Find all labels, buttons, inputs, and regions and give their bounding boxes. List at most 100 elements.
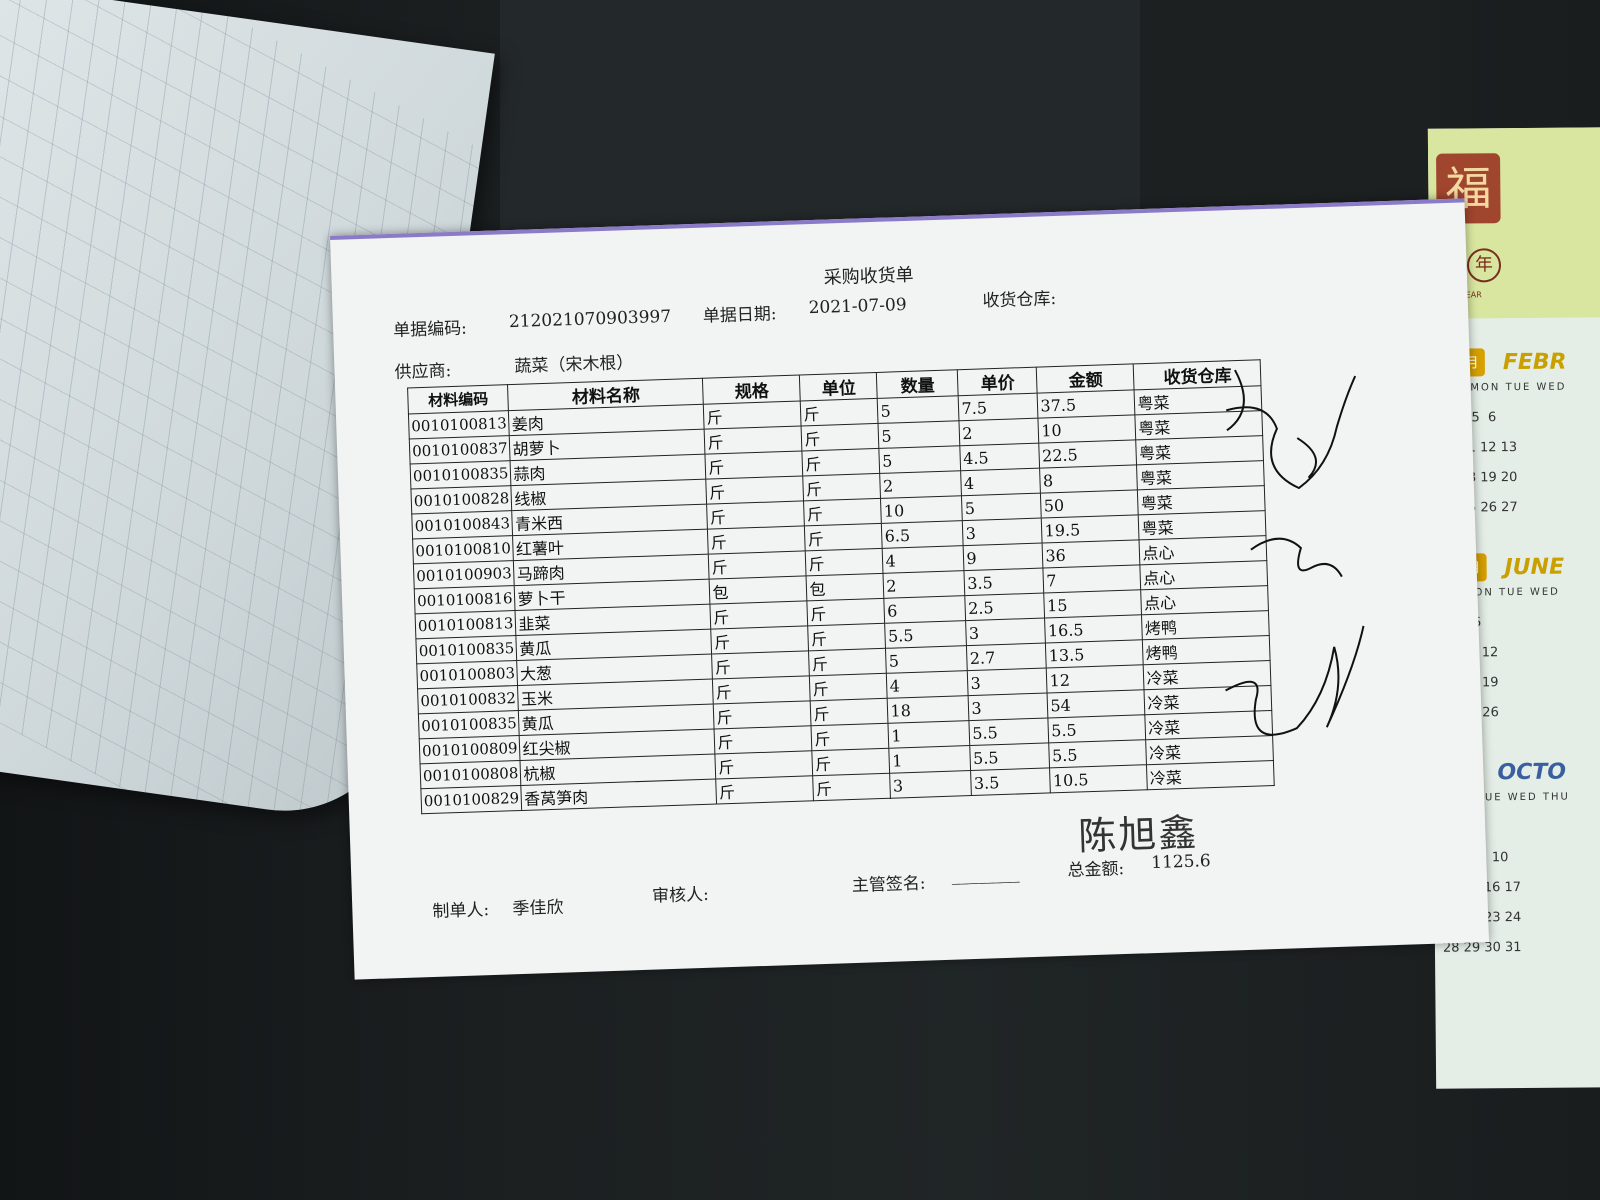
cell-unit: 斤: [808, 648, 887, 676]
cell-material-code: 0010100837: [409, 435, 511, 464]
cell-unit-price: 3: [962, 518, 1043, 546]
column-header: 单价: [957, 367, 1038, 396]
cell-amount: 54: [1047, 689, 1146, 718]
cell-material-code: 0010100816: [414, 585, 516, 614]
cell-amount: 22.5: [1039, 439, 1137, 469]
cell-spec: 斤: [710, 600, 809, 630]
cell-amount: 16.5: [1044, 614, 1143, 643]
cell-material-code: 0010100903: [413, 560, 515, 589]
supervisor-signature-line: ________: [951, 863, 1020, 886]
cell-spec: 斤: [708, 550, 807, 580]
column-header: 金额: [1036, 363, 1135, 394]
cell-amount: 7: [1043, 564, 1142, 594]
cell-unit: 斤: [803, 473, 881, 501]
cell-spec: 斤: [707, 500, 805, 530]
cell-quantity: 2: [880, 470, 962, 499]
cell-unit-price: 2.5: [965, 593, 1045, 621]
cell-spec: 斤: [707, 525, 806, 555]
reviewer-label: 审核人:: [651, 884, 710, 907]
cell-unit-price: 9: [963, 543, 1044, 571]
cell-spec: 斤: [714, 725, 813, 755]
cell-unit-price: 3: [966, 618, 1046, 646]
cell-material-code: 0010100808: [420, 760, 522, 789]
cell-amount: 50: [1040, 489, 1139, 519]
cell-spec: 斤: [716, 775, 814, 804]
maker-label: 制单人:: [432, 900, 490, 922]
cell-unit: 斤: [812, 748, 891, 776]
cell-quantity: 6: [884, 595, 967, 624]
cell-quantity: 5: [878, 420, 961, 449]
cell-material-code: 0010100832: [417, 685, 519, 714]
cell-unit-price: 5: [961, 493, 1042, 521]
doc-code: 212021070903997: [508, 306, 672, 333]
cell-quantity: 1: [888, 720, 971, 749]
cell-spec: 斤: [703, 400, 802, 430]
cell-quantity: 5.5: [885, 620, 967, 649]
cell-unit: 斤: [804, 523, 883, 551]
maker: 季佳欣: [512, 897, 564, 920]
cell-spec: 斤: [705, 450, 804, 480]
supervisor-label: 主管签名:: [851, 873, 926, 897]
year-char: 年: [1466, 248, 1502, 283]
cell-quantity: 4: [886, 670, 969, 699]
doc-code-label: 单据编码:: [392, 318, 468, 341]
cell-spec: 斤: [712, 650, 810, 680]
cell-unit: 斤: [810, 698, 889, 726]
column-header: 单位: [799, 372, 878, 401]
date-label: 单据日期:: [702, 304, 777, 327]
cell-unit: 斤: [803, 498, 882, 526]
cell-quantity: 2: [883, 570, 966, 599]
cell-material-code: 0010100813: [408, 410, 510, 439]
cell-unit-price: 3.5: [971, 767, 1051, 796]
warehouse-label: 收货仓库:: [982, 288, 1057, 312]
cell-unit: 斤: [802, 448, 881, 476]
cell-spec: 斤: [711, 625, 809, 655]
cell-amount: 10.5: [1049, 764, 1148, 793]
cell-unit-price: 2: [959, 418, 1040, 446]
month-name: JUNE: [1504, 554, 1565, 580]
cell-quantity: 5: [877, 395, 960, 424]
cell-unit-price: 4: [961, 468, 1041, 496]
cell-material-code: 0010100835: [418, 710, 520, 739]
handwritten-signatures: [1225, 369, 1365, 736]
month-name: OCTO: [1497, 759, 1567, 785]
dark-board-right: [1140, 0, 1440, 230]
cell-unit-price: 3: [968, 692, 1049, 721]
cell-unit-price: 2.7: [966, 642, 1047, 671]
doc-date: 2021-07-09: [808, 294, 907, 319]
cell-spec: 包: [709, 575, 808, 605]
items-table: 材料编码 材料名称 规格 单位 数量 单价 金额 收货仓库 0010100813 姜肉斤斤 5 7.…: [407, 359, 1275, 814]
cell-unit-price: 7.5: [958, 393, 1039, 421]
cell-unit: 斤: [805, 548, 884, 576]
cell-unit: 斤: [807, 598, 886, 626]
cell-unit-price: 3: [967, 667, 1048, 696]
cell-unit-price: 3.5: [964, 568, 1045, 596]
cell-unit-price: 5.5: [970, 742, 1050, 771]
cell-unit: 斤: [801, 423, 880, 451]
total-label: 总金额:: [1067, 859, 1125, 881]
column-header: 规格: [702, 374, 801, 405]
cell-material-code: 0010100843: [411, 510, 513, 539]
column-header: 材料编码: [407, 384, 509, 414]
cell-amount: 5.5: [1049, 739, 1147, 768]
cell-material-code: 0010100810: [412, 535, 514, 564]
cell-amount: 12: [1046, 664, 1145, 693]
cell-material-code: 0010100835: [415, 635, 518, 664]
supplier: 蔬菜（宋木根）: [514, 353, 634, 377]
document-title: 采购收货单: [823, 264, 914, 289]
cell-quantity: 18: [887, 695, 970, 724]
cell-spec: 斤: [712, 675, 811, 705]
cell-amount: 8: [1040, 464, 1138, 494]
cell-unit: 斤: [813, 773, 891, 801]
cell-amount: 10: [1038, 414, 1137, 444]
dark-board: [500, 0, 1140, 230]
cell-unit: 包: [806, 573, 885, 601]
cell-spec: 斤: [715, 750, 814, 779]
cell-unit: 斤: [811, 723, 890, 751]
cell-quantity: 3: [890, 770, 972, 799]
cell-material-code: 0010100803: [416, 660, 518, 689]
cell-amount: 13.5: [1045, 639, 1144, 668]
cell-amount: 15: [1044, 589, 1142, 619]
cell-amount: 37.5: [1037, 389, 1136, 419]
cell-material-code: 0010100829: [420, 785, 523, 814]
